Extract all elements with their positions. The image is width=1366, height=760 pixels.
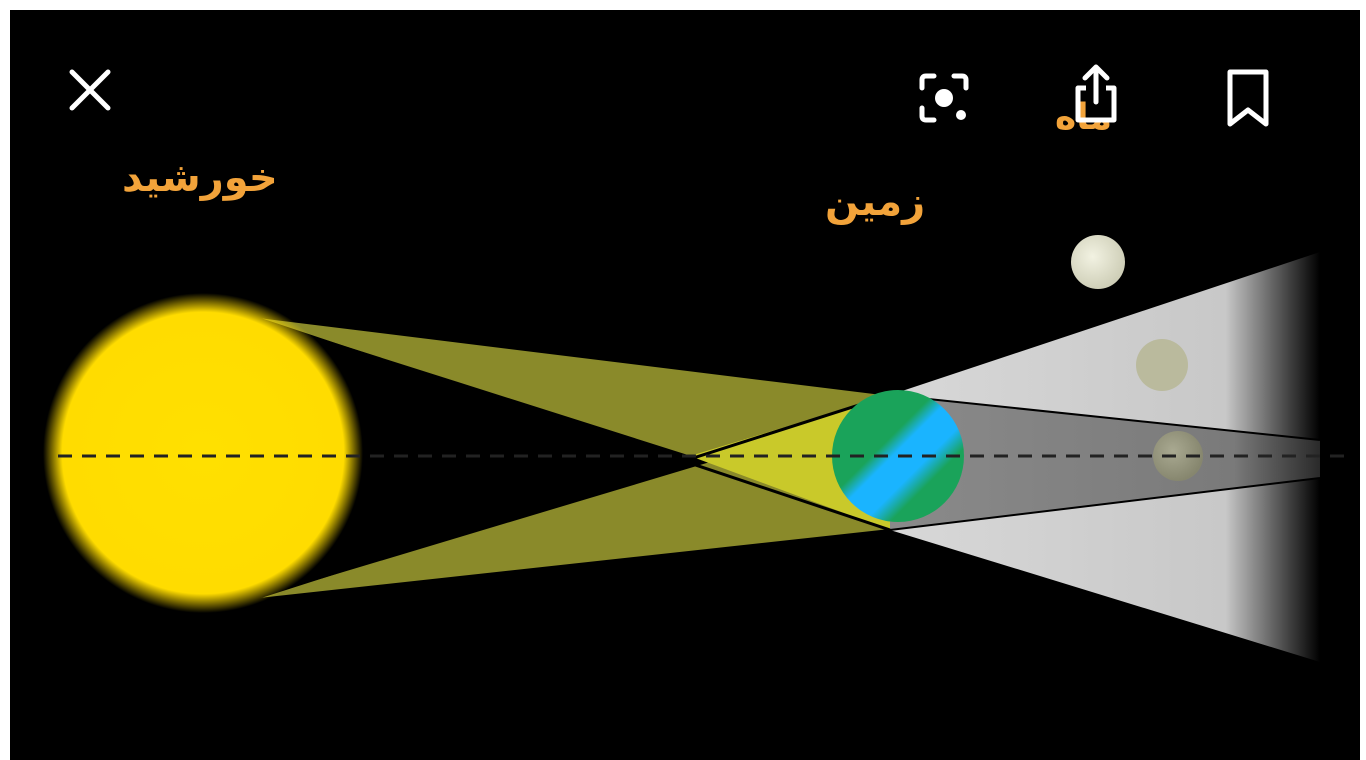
close-button[interactable] bbox=[58, 58, 122, 122]
moon-full bbox=[1071, 235, 1125, 289]
image-viewer: خورشید زمین ماه bbox=[10, 10, 1360, 760]
penumbra-cone-lower bbox=[250, 462, 890, 600]
share-icon bbox=[1075, 64, 1117, 123]
close-icon bbox=[69, 69, 111, 111]
save-button[interactable] bbox=[1216, 66, 1280, 130]
moon-umbral bbox=[1153, 431, 1203, 481]
moon-penumbral bbox=[1136, 339, 1188, 391]
sun-label: خورشید bbox=[122, 155, 278, 201]
lunar-eclipse-diagram bbox=[43, 235, 1350, 662]
lens-button[interactable] bbox=[912, 66, 976, 130]
sun bbox=[43, 293, 363, 613]
bookmark-icon bbox=[1227, 69, 1269, 127]
penumbra-cone-upper bbox=[250, 316, 890, 462]
lens-icon bbox=[919, 73, 969, 123]
share-button[interactable] bbox=[1064, 62, 1128, 126]
earth-label: زمین bbox=[825, 179, 926, 225]
